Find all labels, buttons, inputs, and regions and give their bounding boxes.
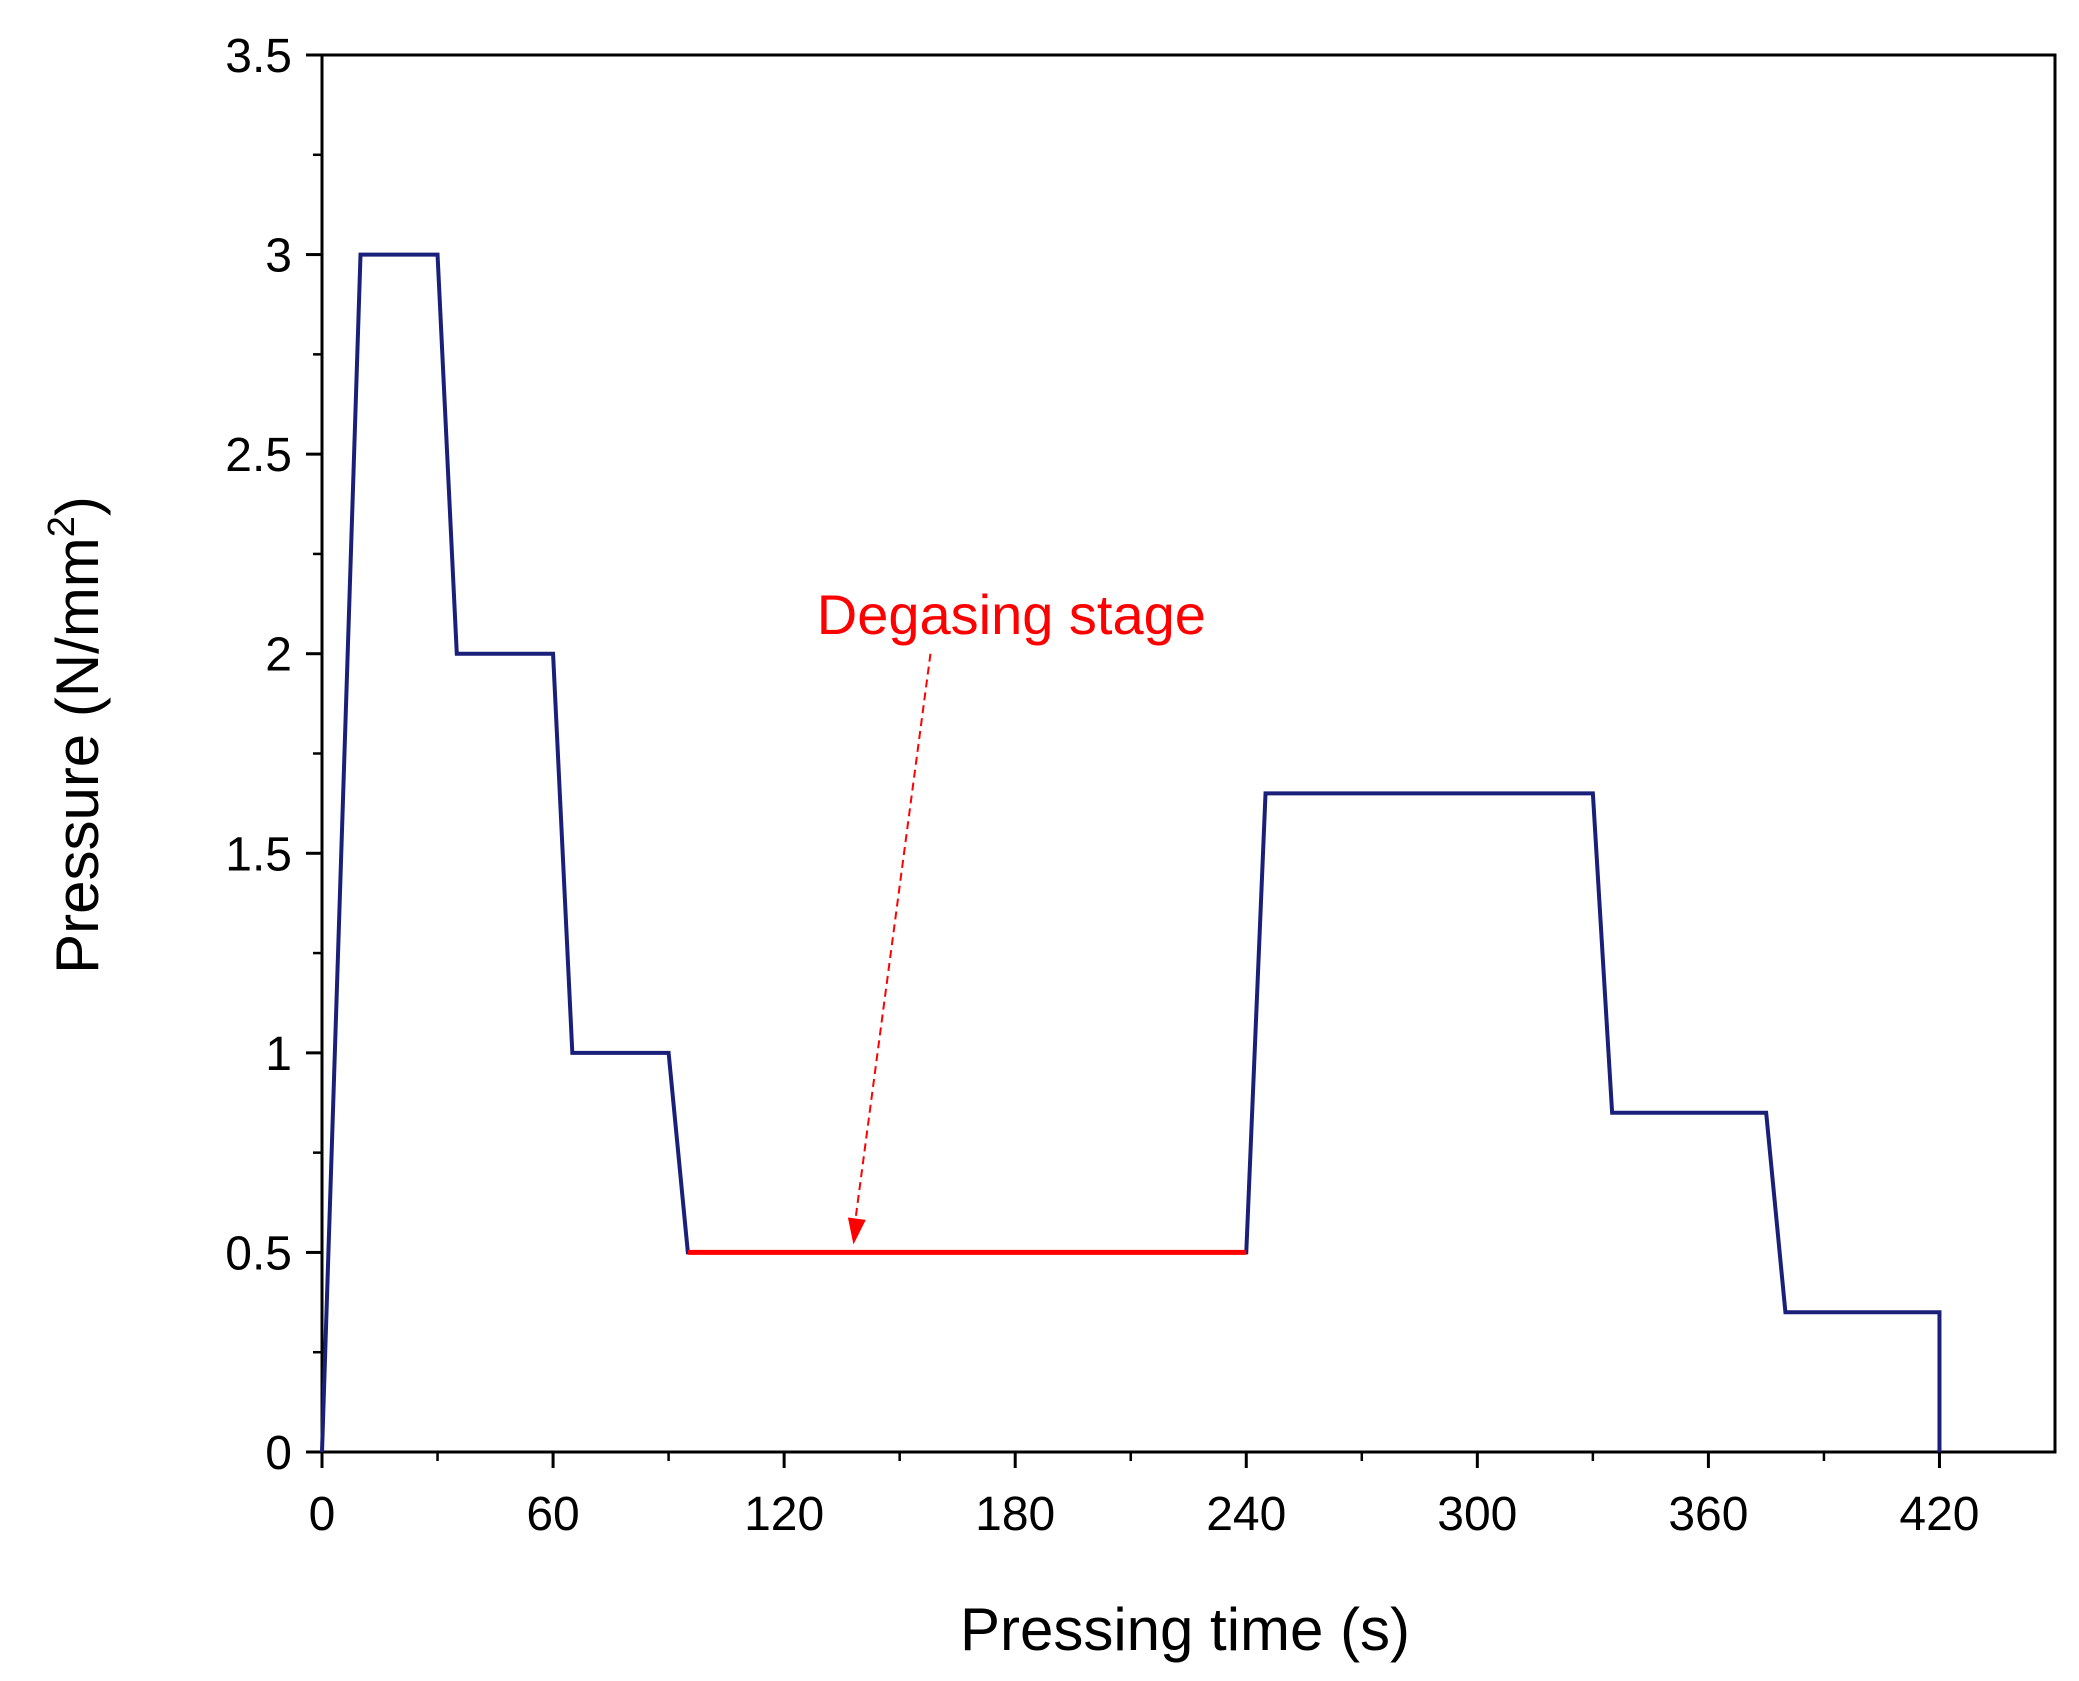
plot-frame bbox=[320, 53, 2057, 1454]
x-tick-label: 420 bbox=[1899, 1488, 1979, 1541]
annotation-layer: Degasing stage bbox=[817, 583, 1206, 1245]
annotation-arrow-line bbox=[852, 653, 932, 1235]
y-tick-label: 2.5 bbox=[225, 429, 292, 482]
y-axis-title-close: ) bbox=[44, 496, 111, 516]
annotation-arrow-head bbox=[847, 1217, 866, 1245]
x-tick-label: 180 bbox=[975, 1488, 1055, 1541]
x-tick-label: 60 bbox=[526, 1488, 579, 1541]
y-tick-label: 0 bbox=[265, 1427, 292, 1480]
pressure-series-line bbox=[320, 252, 1942, 1453]
y-tick-label: 2 bbox=[265, 629, 292, 682]
y-axis-title: Pressure (N/mm2) bbox=[41, 496, 111, 974]
x-tick-label: 300 bbox=[1437, 1488, 1517, 1541]
axes-layer: 0 60 120 180 240 300 360 420 0 0.5 1 1.5 2 2.5 3 3.5 bbox=[225, 30, 2057, 1541]
degasing-stage-annotation: Degasing stage bbox=[817, 583, 1206, 646]
labels-layer: Pressing time (s) Pressure (N/mm2) bbox=[41, 496, 1410, 1663]
x-tick-label: 120 bbox=[744, 1488, 824, 1541]
y-tick-label: 3.5 bbox=[225, 30, 292, 83]
y-axis-title-main: Pressure (N/mm bbox=[44, 537, 111, 974]
y-tick-label: 3 bbox=[265, 230, 292, 283]
x-tick-label: 0 bbox=[309, 1488, 336, 1541]
y-tick-label: 1 bbox=[265, 1028, 292, 1081]
y-tick-label: 1.5 bbox=[225, 828, 292, 881]
y-axis-title-superscript: 2 bbox=[41, 516, 83, 537]
x-tick-label: 360 bbox=[1668, 1488, 1748, 1541]
x-tick-label: 240 bbox=[1206, 1488, 1286, 1541]
series-layer bbox=[320, 252, 1942, 1453]
y-tick-label: 0.5 bbox=[225, 1227, 292, 1280]
x-axis-title: Pressing time (s) bbox=[960, 1596, 1410, 1663]
minor-ticks-layer bbox=[313, 153, 1826, 1461]
